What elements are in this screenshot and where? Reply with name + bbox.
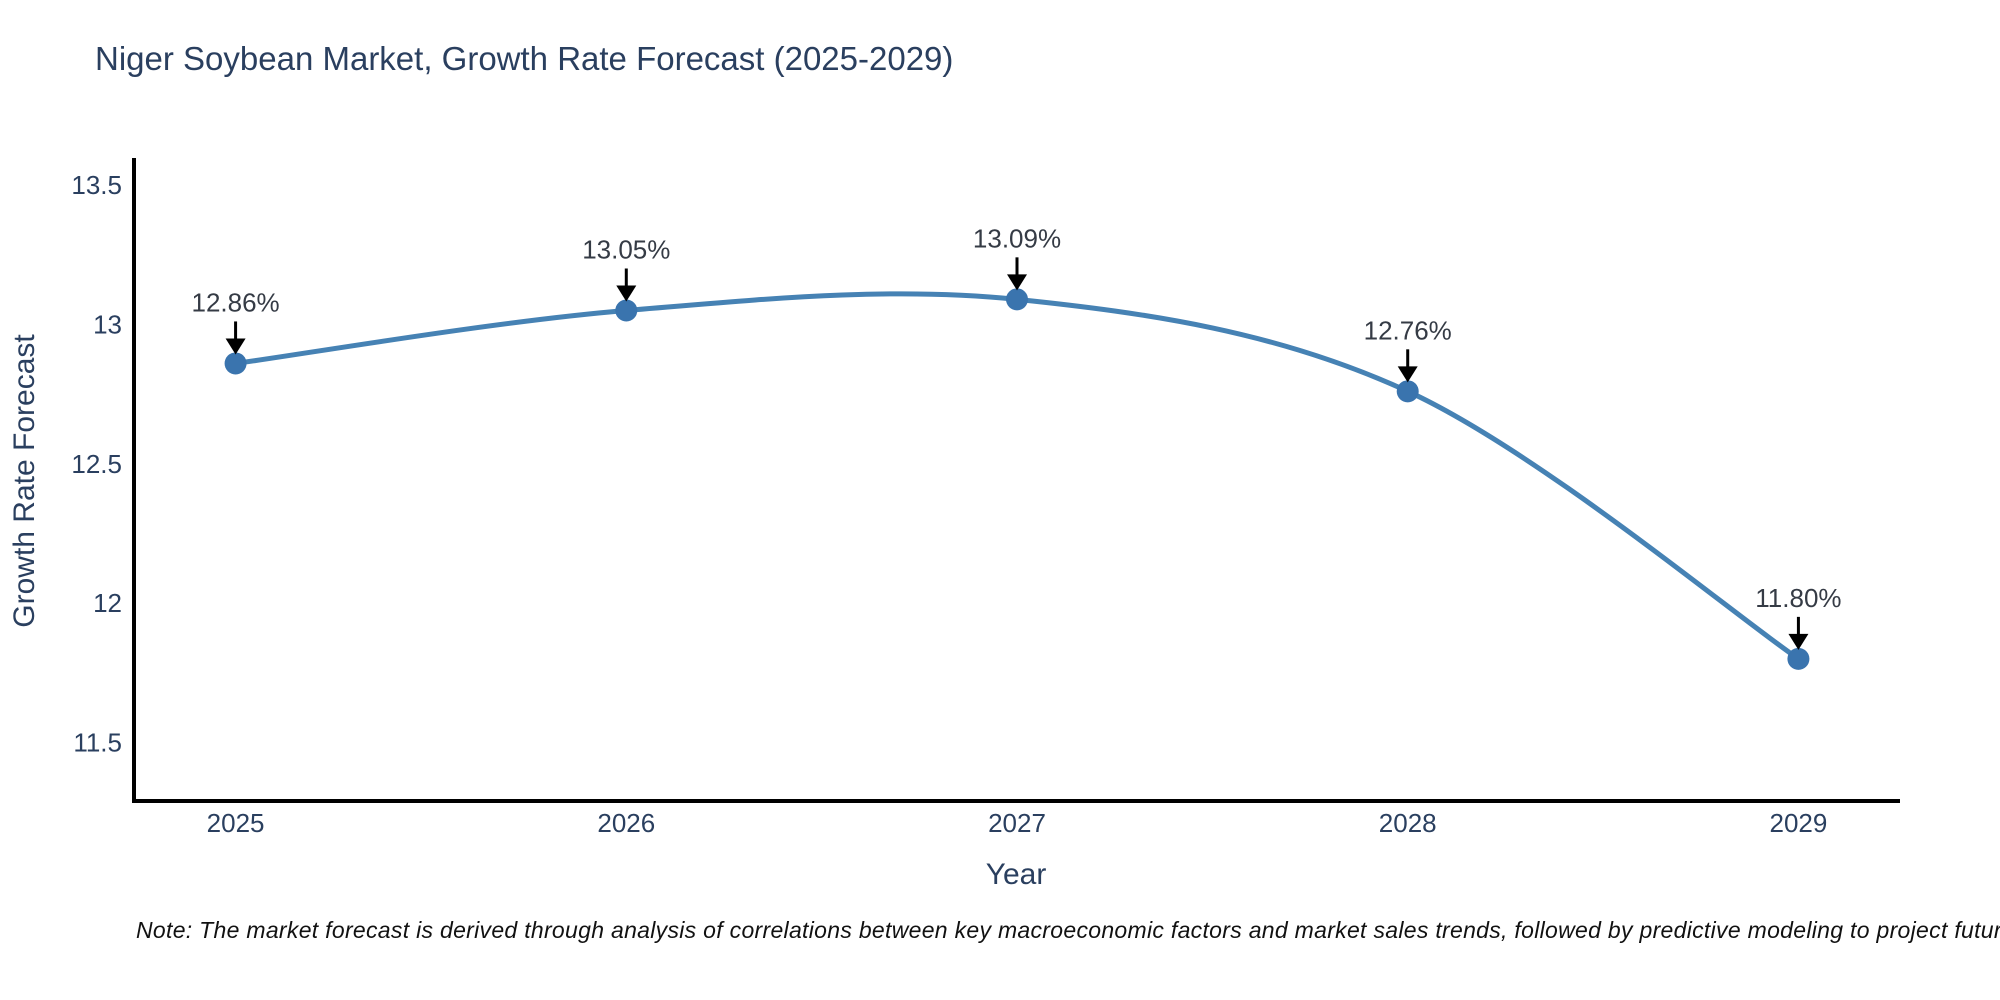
annotation-arrowhead [1788,633,1809,650]
annotation-arrowhead [1397,366,1418,383]
annotation-label: 11.80% [1755,583,1841,613]
chart-footnote: Note: The market forecast is derived thr… [136,917,2000,943]
x-axis-title: Year [985,858,1047,891]
y-tick-label: 12 [93,588,122,618]
x-tick-label: 2026 [597,808,655,838]
annotation-arrowhead [1007,274,1027,291]
trend-line [233,291,1801,662]
y-axis-title: Growth Rate Forecast [8,334,41,628]
annotation-label: 13.09% [973,223,1061,253]
y-tick-label: 13.5 [71,170,122,200]
annotation-arrowhead [225,338,246,355]
annotation-label: 12.76% [1364,315,1452,345]
data-point-marker[interactable] [1787,647,1810,670]
annotation-arrowhead [616,285,637,302]
data-point-marker[interactable] [615,299,638,322]
data-point-marker[interactable] [224,352,247,375]
x-tick-label: 2028 [1379,808,1437,838]
y-tick-label: 12.5 [71,449,122,479]
annotation-label: 13.05% [582,234,670,264]
y-tick-label: 13 [93,309,122,339]
annotation-label: 12.86% [191,287,279,317]
chart-title: Niger Soybean Market, Growth Rate Foreca… [95,40,954,77]
x-tick-label: 2025 [207,808,265,838]
y-tick-label: 11.5 [73,727,122,757]
x-tick-label: 2027 [988,808,1046,838]
data-point-marker[interactable] [1396,380,1419,403]
data-point-marker[interactable] [1006,288,1028,311]
x-tick-label: 2029 [1769,808,1827,838]
